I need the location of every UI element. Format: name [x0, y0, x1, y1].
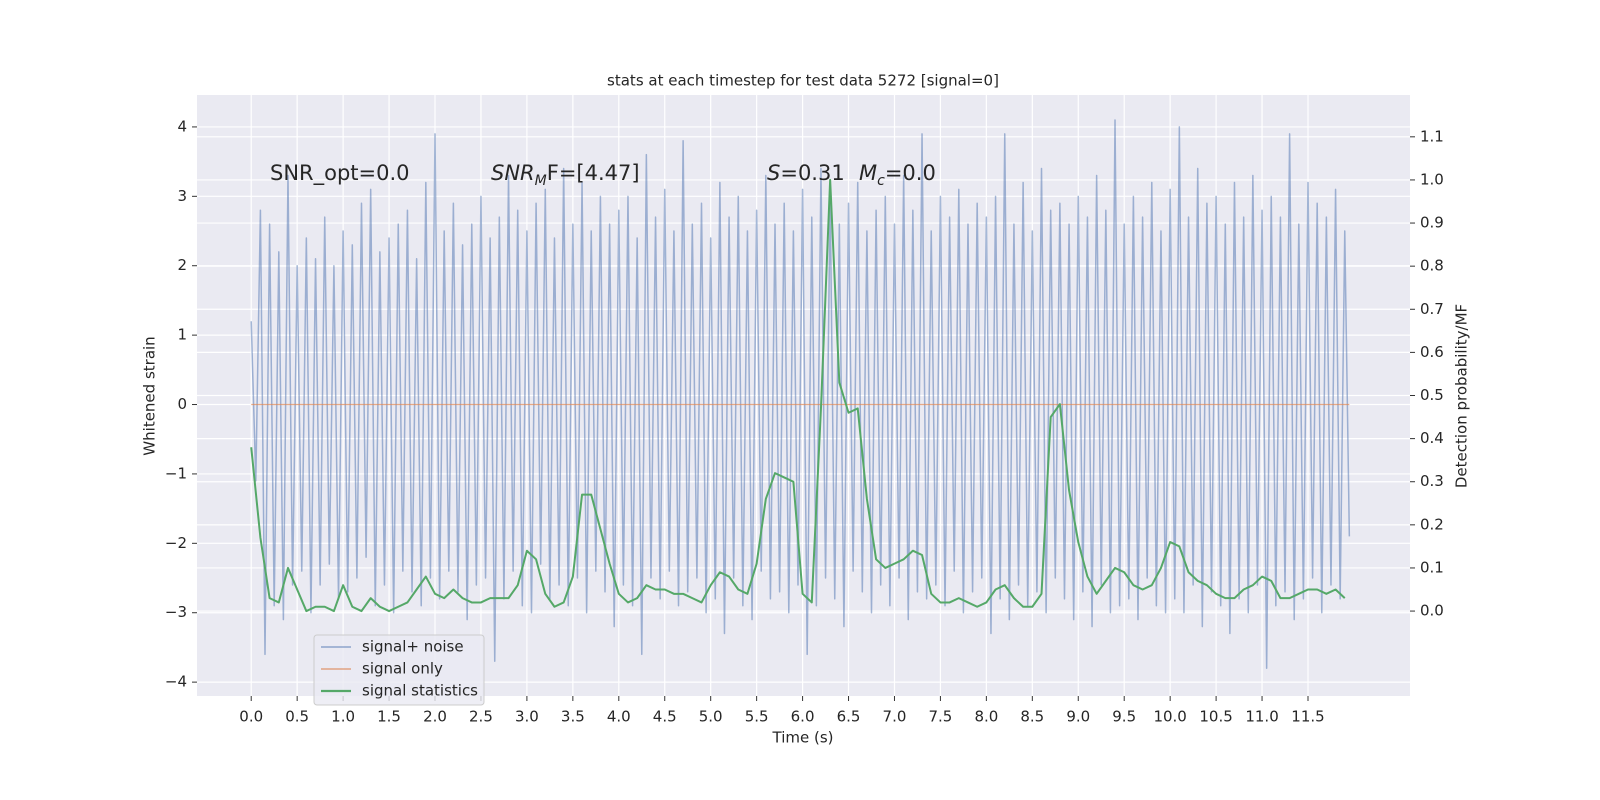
x-tick-label: 11.5 — [1291, 708, 1324, 726]
x-tick-label: 3.0 — [515, 708, 539, 726]
x-tick-label: 1.5 — [377, 708, 401, 726]
y-tick-label: 0 — [177, 395, 187, 413]
y2-tick-label: 1.0 — [1420, 170, 1444, 188]
annotation-part: M — [535, 173, 547, 189]
annotation-part: F=[4.47] — [547, 161, 640, 185]
y2-tick-label: 1.1 — [1420, 127, 1444, 145]
x-tick-label: 5.5 — [745, 708, 769, 726]
x-tick-label: 1.0 — [331, 708, 355, 726]
y-tick-label: 3 — [177, 187, 187, 205]
x-tick-label: 6.0 — [791, 708, 815, 726]
series-line — [250, 178, 1346, 613]
x-tick-label: 2.0 — [423, 708, 447, 726]
x-tick-label: 9.5 — [1112, 708, 1136, 726]
x-tick-label: 2.5 — [469, 708, 493, 726]
y-tick-label: −2 — [165, 534, 187, 552]
legend-label: signal only — [362, 660, 443, 678]
annotation: S=0.31 — [767, 161, 845, 185]
y-tick-label: −4 — [165, 673, 187, 691]
x-tick-label: 11.0 — [1245, 708, 1278, 726]
y-axis-label: Whitened strain — [141, 336, 159, 455]
annotation: Mc=0.0 — [859, 161, 936, 189]
y-tick-label: −1 — [165, 464, 187, 482]
annotation-part: SNR_opt=0.0 — [270, 161, 410, 186]
y2-tick-label: 0.5 — [1420, 386, 1444, 404]
y2-tick-label: 0.8 — [1420, 257, 1444, 275]
y-tick-label: 1 — [177, 326, 187, 344]
annotation-part: SNR — [491, 161, 535, 185]
x-tick-label: 7.0 — [883, 708, 907, 726]
annotation-part: M — [859, 161, 877, 185]
annotation-part: =0.31 — [780, 161, 844, 185]
annotation-part: c — [877, 173, 885, 189]
x-tick-label: 0.0 — [239, 708, 263, 726]
annotation: SNR_opt=0.0 — [270, 161, 410, 186]
x-tick-label: 10.0 — [1153, 708, 1186, 726]
x-tick-label: 3.5 — [561, 708, 585, 726]
y2-tick-label: 0.0 — [1420, 602, 1444, 620]
x-tick-label: 9.0 — [1066, 708, 1090, 726]
annotation-part: =0.0 — [885, 161, 936, 185]
y2-tick-label: 0.4 — [1420, 429, 1444, 447]
y-tick-label: −3 — [165, 603, 187, 621]
y2-tick-label: 0.9 — [1420, 214, 1444, 232]
x-tick-label: 6.5 — [837, 708, 861, 726]
x-tick-label: 5.0 — [699, 708, 723, 726]
y2-tick-label: 0.3 — [1420, 472, 1444, 490]
x-tick-label: 0.5 — [285, 708, 309, 726]
y-tick-label: 4 — [177, 117, 187, 135]
legend-label: signal+ noise — [362, 638, 464, 656]
y2-tick-label: 0.7 — [1420, 300, 1444, 318]
y2-tick-label: 0.6 — [1420, 343, 1444, 361]
x-tick-label: 7.5 — [928, 708, 952, 726]
x-tick-label: 10.5 — [1199, 708, 1232, 726]
y2-tick-label: 0.1 — [1420, 558, 1444, 576]
y-tick-label: 2 — [177, 256, 187, 274]
x-axis-label: Time (s) — [772, 729, 834, 747]
x-tick-label: 8.0 — [974, 708, 998, 726]
y2-tick-label: 0.2 — [1420, 515, 1444, 533]
legend-box — [313, 634, 485, 706]
x-tick-label: 4.0 — [607, 708, 631, 726]
annotation: SNRMF=[4.47] — [491, 161, 640, 189]
series-line — [250, 119, 1351, 669]
chart-title: stats at each timestep for test data 527… — [607, 72, 999, 90]
x-tick-label: 8.5 — [1020, 708, 1044, 726]
x-tick-label: 4.5 — [653, 708, 677, 726]
legend-label: signal statistics — [362, 682, 478, 700]
y2-axis-label: Detection probability/MF — [1453, 304, 1471, 488]
annotation-part: S — [767, 161, 780, 185]
